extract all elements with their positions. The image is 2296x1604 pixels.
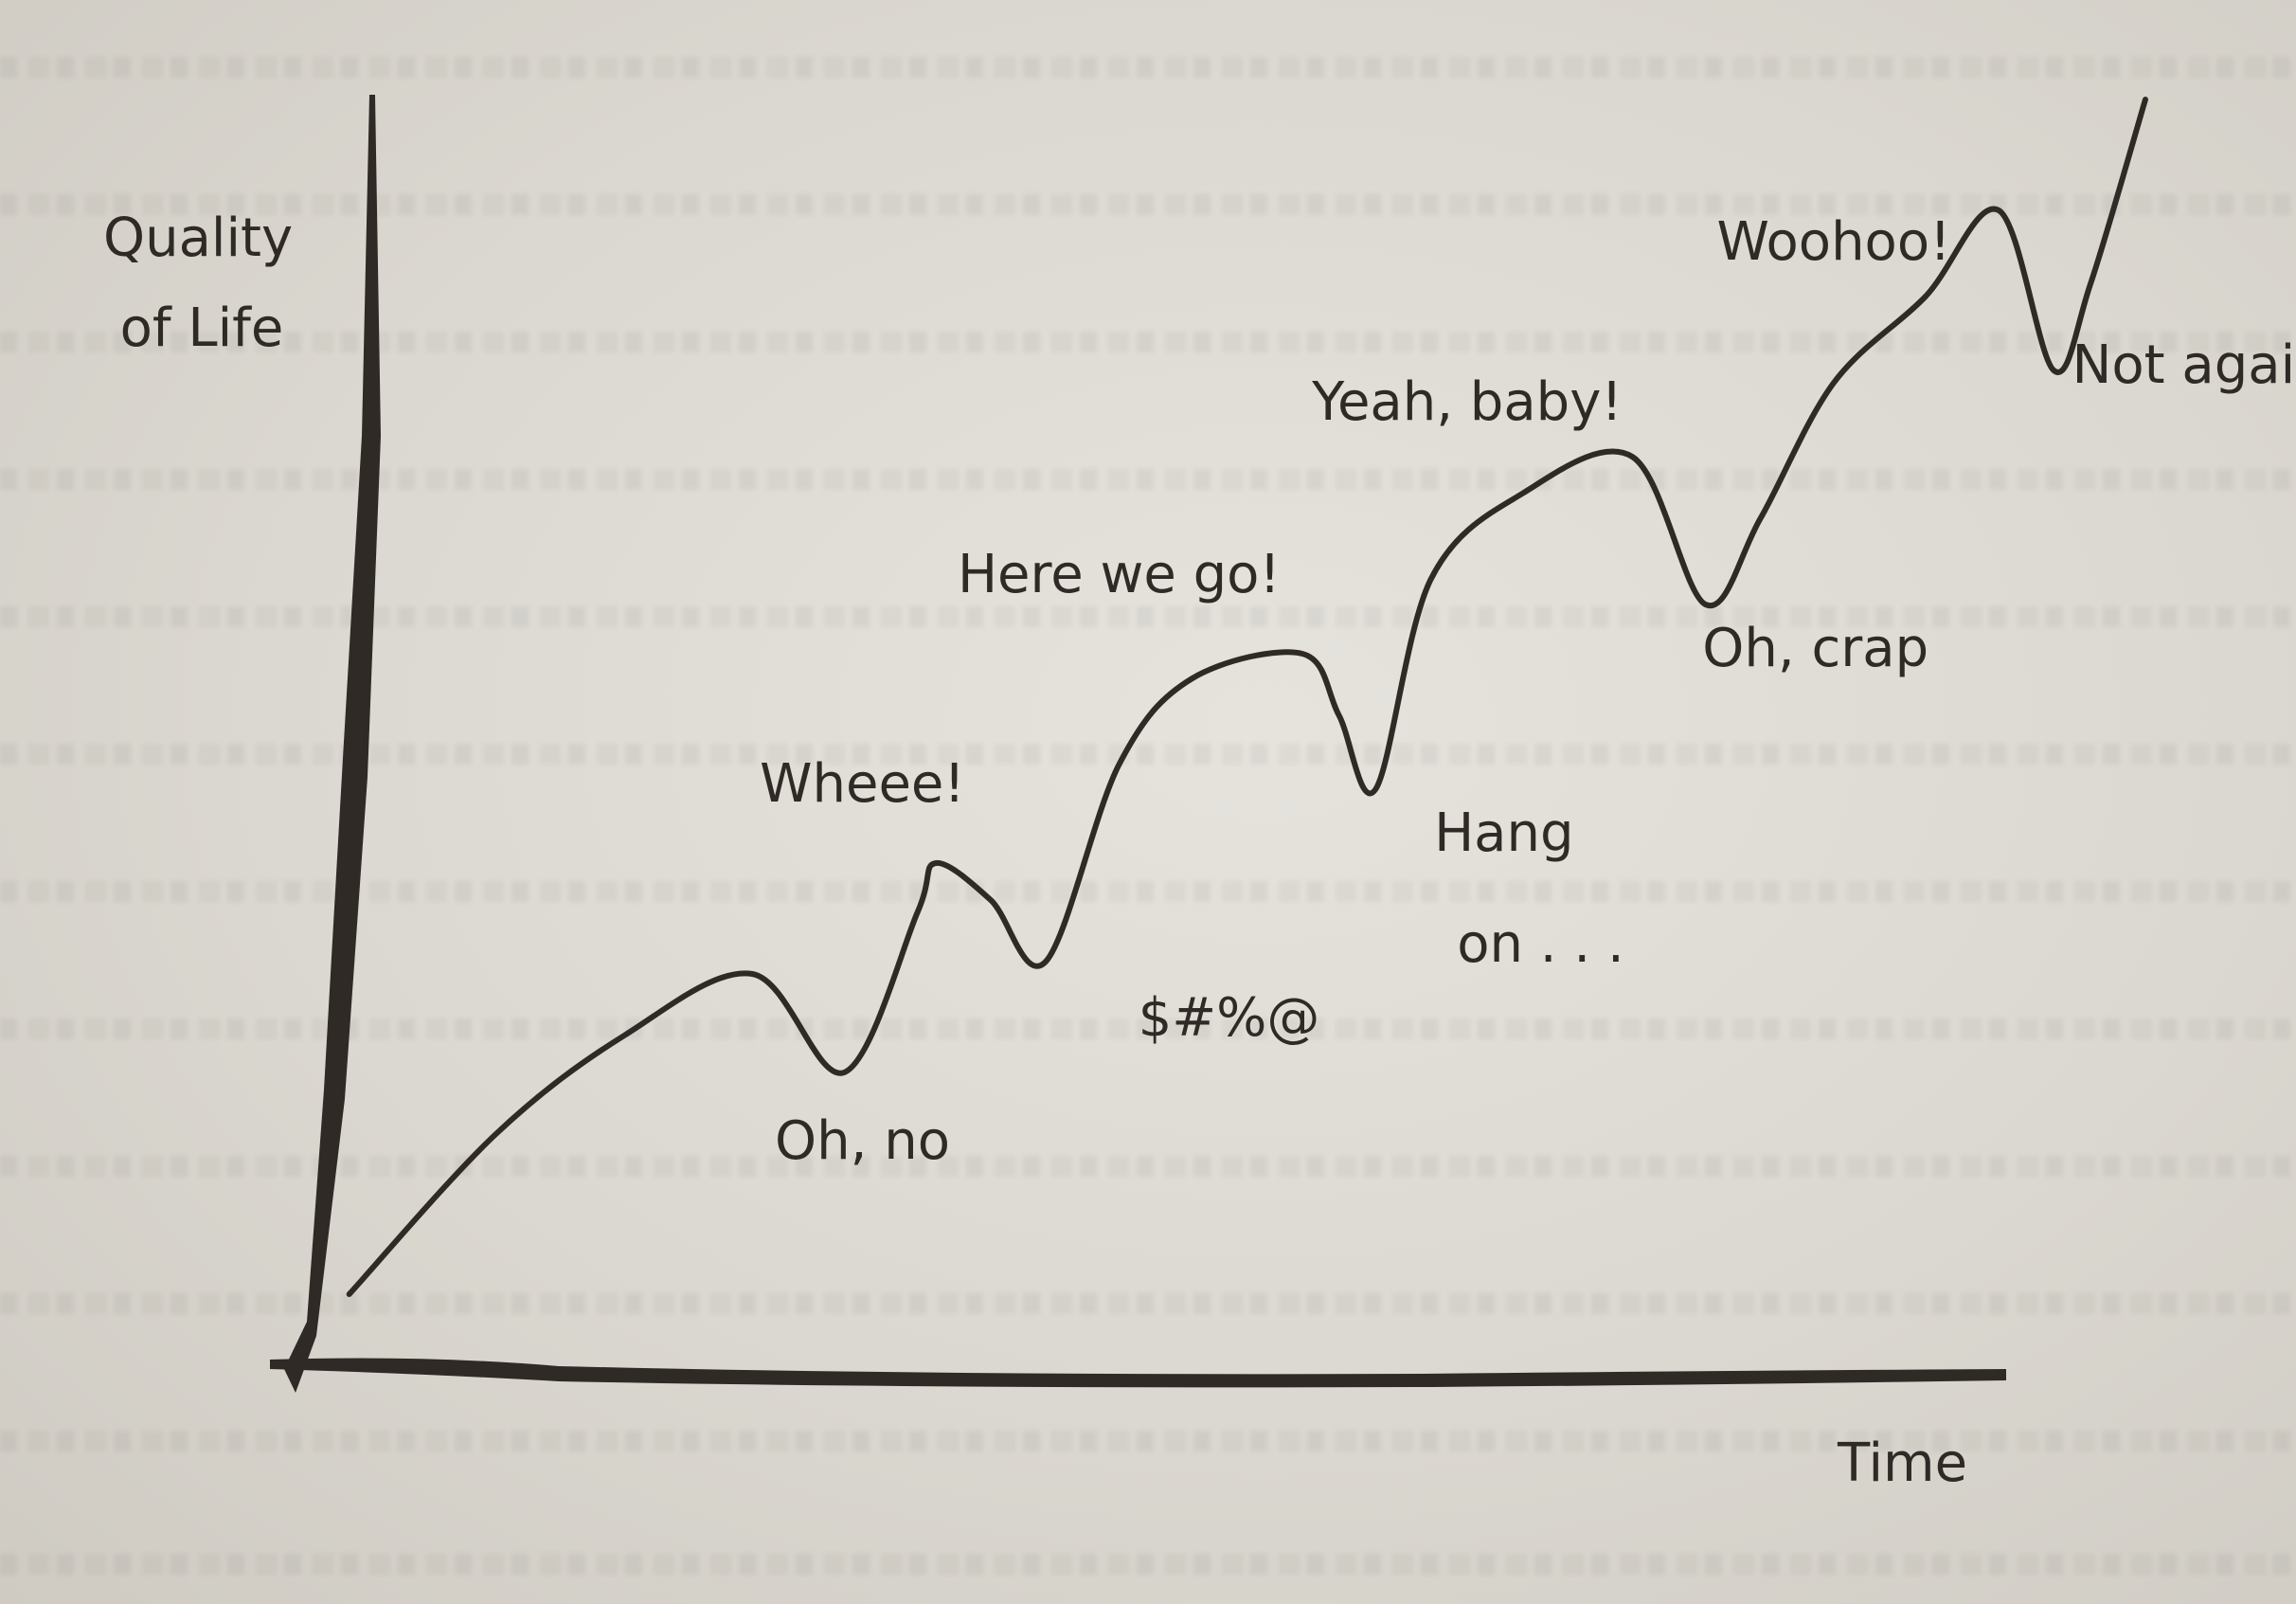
annotation-layer: Wheee! Oh, no Here we go! $#%@ Hang on . . . Y… [760, 211, 2296, 1172]
bleed-through-text-line [0, 1018, 2296, 1039]
annotation-label-4: Hang [1434, 802, 1573, 864]
bleed-through-text-line [0, 606, 2296, 627]
bleed-through-text-line [0, 1554, 2296, 1575]
bleed-through-text-line [0, 744, 2296, 765]
bleed-through-text-line [0, 1156, 2296, 1177]
bleed-through-text-line [0, 1431, 2296, 1451]
x-axis [270, 1358, 2006, 1388]
annotation-label-1: Oh, no [775, 1110, 950, 1172]
annotation-label-6: Yeah, baby! [1311, 371, 1623, 433]
y-axis-label-line-2: of Life [120, 297, 284, 359]
series-line-0 [346, 97, 2148, 1297]
x-axis-label: Time [1837, 1433, 1967, 1494]
annotation-label-9: Not again [2072, 334, 2296, 396]
bleed-through-text-line [0, 1293, 2296, 1314]
y-axis-label-line-1: Quality [103, 207, 293, 269]
annotation-label-5: on . . . [1457, 913, 1624, 975]
annotation-label-3: $#%@ [1139, 987, 1320, 1049]
y-axis [284, 95, 381, 1393]
series-layer [346, 97, 2148, 1297]
annotation-label-2: Here we go! [958, 544, 1281, 605]
bleed-through-text-line [0, 194, 2296, 215]
bleed-through-text-line [0, 881, 2296, 902]
bleed-through-text-line [0, 57, 2296, 78]
annotation-label-8: Woohoo! [1716, 211, 1950, 273]
y-axis-label: Quality of Life [103, 207, 310, 359]
annotation-label-0: Wheee! [760, 753, 965, 815]
bleed-through-text-line [0, 469, 2296, 490]
annotation-label-7: Oh, crap [1702, 618, 1928, 679]
bleed-through-text-line [0, 332, 2296, 352]
